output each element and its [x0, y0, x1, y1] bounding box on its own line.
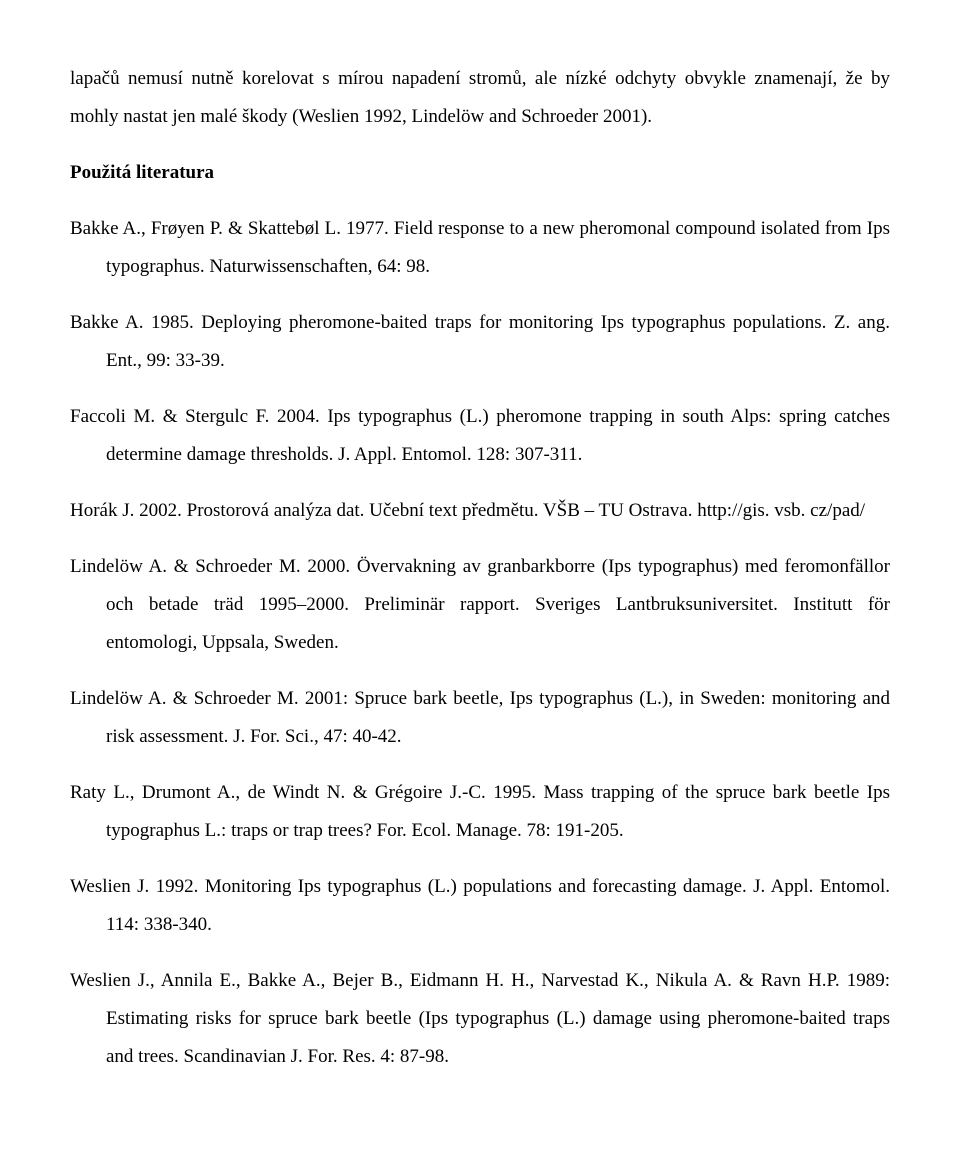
- reference-item: Faccoli M. & Stergulc F. 2004. Ips typog…: [70, 398, 890, 474]
- references-heading: Použitá literatura: [70, 154, 890, 192]
- reference-item: Horák J. 2002. Prostorová analýza dat. U…: [70, 492, 890, 530]
- reference-item: Bakke A. 1985. Deploying pheromone-baite…: [70, 304, 890, 380]
- intro-paragraph: lapačů nemusí nutně korelovat s mírou na…: [70, 60, 890, 136]
- reference-item: Bakke A., Frøyen P. & Skattebøl L. 1977.…: [70, 210, 890, 286]
- reference-item: Lindelöw A. & Schroeder M. 2000. Övervak…: [70, 548, 890, 662]
- reference-item: Weslien J., Annila E., Bakke A., Bejer B…: [70, 962, 890, 1076]
- reference-item: Raty L., Drumont A., de Windt N. & Grégo…: [70, 774, 890, 850]
- reference-item: Lindelöw A. & Schroeder M. 2001: Spruce …: [70, 680, 890, 756]
- reference-item: Weslien J. 1992. Monitoring Ips typograp…: [70, 868, 890, 944]
